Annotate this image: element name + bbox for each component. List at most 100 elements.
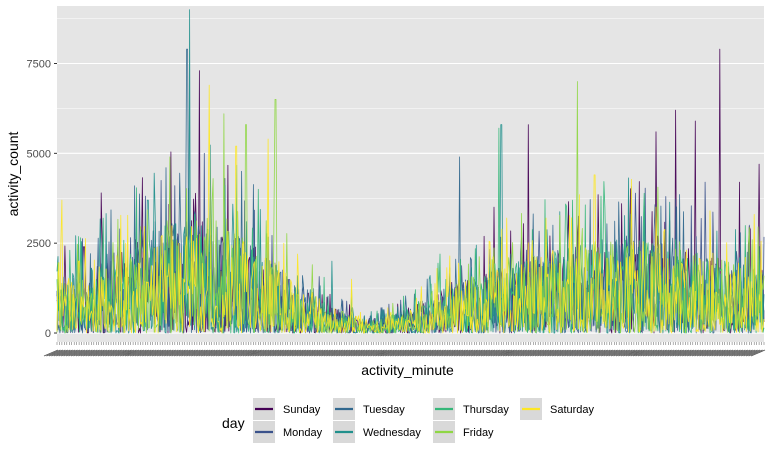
x-tick-label	[90, 349, 105, 357]
x-tick-label	[203, 349, 218, 357]
x-tick-label	[318, 349, 334, 357]
x-tick-label	[473, 349, 488, 357]
x-tick-label	[301, 349, 316, 357]
x-tick-label	[664, 349, 680, 357]
x-tick-label	[561, 349, 577, 357]
x-tick-label	[115, 349, 130, 357]
x-tick-label	[122, 349, 137, 357]
x-tick-label	[176, 349, 191, 357]
x-tick-label	[375, 349, 390, 357]
x-tick-label	[345, 349, 361, 357]
x-tick-label	[102, 349, 118, 357]
x-tick-label	[245, 349, 260, 357]
x-tick-label	[738, 349, 753, 357]
x-tick-label	[549, 349, 564, 357]
x-tick-label	[443, 349, 459, 357]
x-tick-label	[529, 349, 545, 357]
x-tick-label	[534, 349, 550, 357]
x-tick-label	[551, 349, 567, 357]
x-tick-label	[58, 349, 73, 357]
x-tick-label	[399, 349, 415, 357]
x-tick-label	[156, 349, 172, 357]
x-tick-label	[112, 349, 127, 357]
x-tick-label	[223, 349, 238, 357]
x-tick-label	[419, 349, 434, 357]
x-tick-label	[237, 349, 253, 357]
x-tick-label	[407, 349, 422, 357]
x-tick-label	[205, 349, 221, 357]
legend-item-thursday: Thursday	[433, 398, 509, 420]
x-tick-label	[78, 349, 93, 357]
legend: day Sunday Monday Tuesday Wednesday Thursday…	[222, 398, 595, 443]
x-tick-label	[296, 349, 312, 357]
x-tick-label	[605, 349, 621, 357]
x-tick-label	[392, 349, 407, 357]
x-tick-label	[191, 349, 206, 357]
x-tick-label	[608, 349, 623, 357]
legend-item-friday: Friday	[433, 421, 494, 443]
x-tick-label	[144, 349, 159, 357]
x-tick-label	[350, 349, 366, 357]
x-tick-label	[556, 349, 572, 357]
x-tick-label	[146, 349, 162, 357]
x-tick-label	[613, 349, 628, 357]
legend-label: Monday	[283, 427, 323, 439]
x-tick-label	[694, 349, 709, 357]
series-line-thursday	[56, 127, 765, 334]
x-tick-label	[372, 349, 388, 357]
x-tick-label	[470, 349, 486, 357]
x-tick-label	[566, 349, 582, 357]
x-tick-label	[571, 349, 586, 357]
x-tick-label	[68, 349, 83, 357]
x-tick-label	[284, 349, 299, 357]
x-tick-label	[80, 349, 96, 357]
x-tick-label	[682, 349, 697, 357]
x-tick-label	[416, 349, 432, 357]
x-tick-label	[311, 349, 326, 357]
x-tick-label	[713, 349, 729, 357]
x-tick-label	[731, 349, 746, 357]
x-tick-label	[581, 349, 596, 357]
x-tick-label	[264, 349, 280, 357]
x-tick-label	[313, 349, 329, 357]
x-tick-label	[741, 349, 756, 357]
legend-item-wednesday: Wednesday	[333, 421, 421, 443]
x-tick-label	[716, 349, 731, 357]
x-tick-label	[515, 349, 530, 357]
legend-label: Friday	[463, 427, 494, 439]
legend-title: day	[222, 415, 245, 431]
x-tick-label	[458, 349, 474, 357]
x-tick-label	[429, 349, 444, 357]
x-tick-label	[215, 349, 231, 357]
x-tick-label	[46, 349, 61, 357]
x-tick-label	[294, 349, 309, 357]
x-tick-label	[286, 349, 302, 357]
x-tick-label	[637, 349, 653, 357]
x-tick-label	[242, 349, 258, 357]
x-tick-label	[142, 349, 157, 357]
x-tick-label	[522, 349, 537, 357]
x-tick-label	[711, 349, 726, 357]
x-tick-label	[186, 349, 201, 357]
x-tick-label	[642, 349, 658, 357]
x-tick-label	[394, 349, 410, 357]
x-tick-label	[43, 349, 59, 357]
x-tick-label	[380, 349, 395, 357]
x-tick-label	[448, 349, 464, 357]
x-tick-label	[61, 349, 76, 357]
x-tick-label	[436, 349, 451, 357]
x-tick-label	[119, 349, 135, 357]
x-tick-label	[382, 349, 397, 357]
x-tick-label	[387, 349, 402, 357]
x-tick-label	[421, 349, 437, 357]
x-tick-label	[502, 349, 518, 357]
x-axis-ticks	[43, 342, 766, 357]
x-tick-label	[645, 349, 660, 357]
x-tick-label	[537, 349, 552, 357]
x-tick-label	[441, 349, 456, 357]
x-tick-label	[507, 349, 523, 357]
x-tick-label	[547, 349, 562, 357]
x-tick-label	[63, 349, 78, 357]
x-tick-label	[586, 349, 601, 357]
